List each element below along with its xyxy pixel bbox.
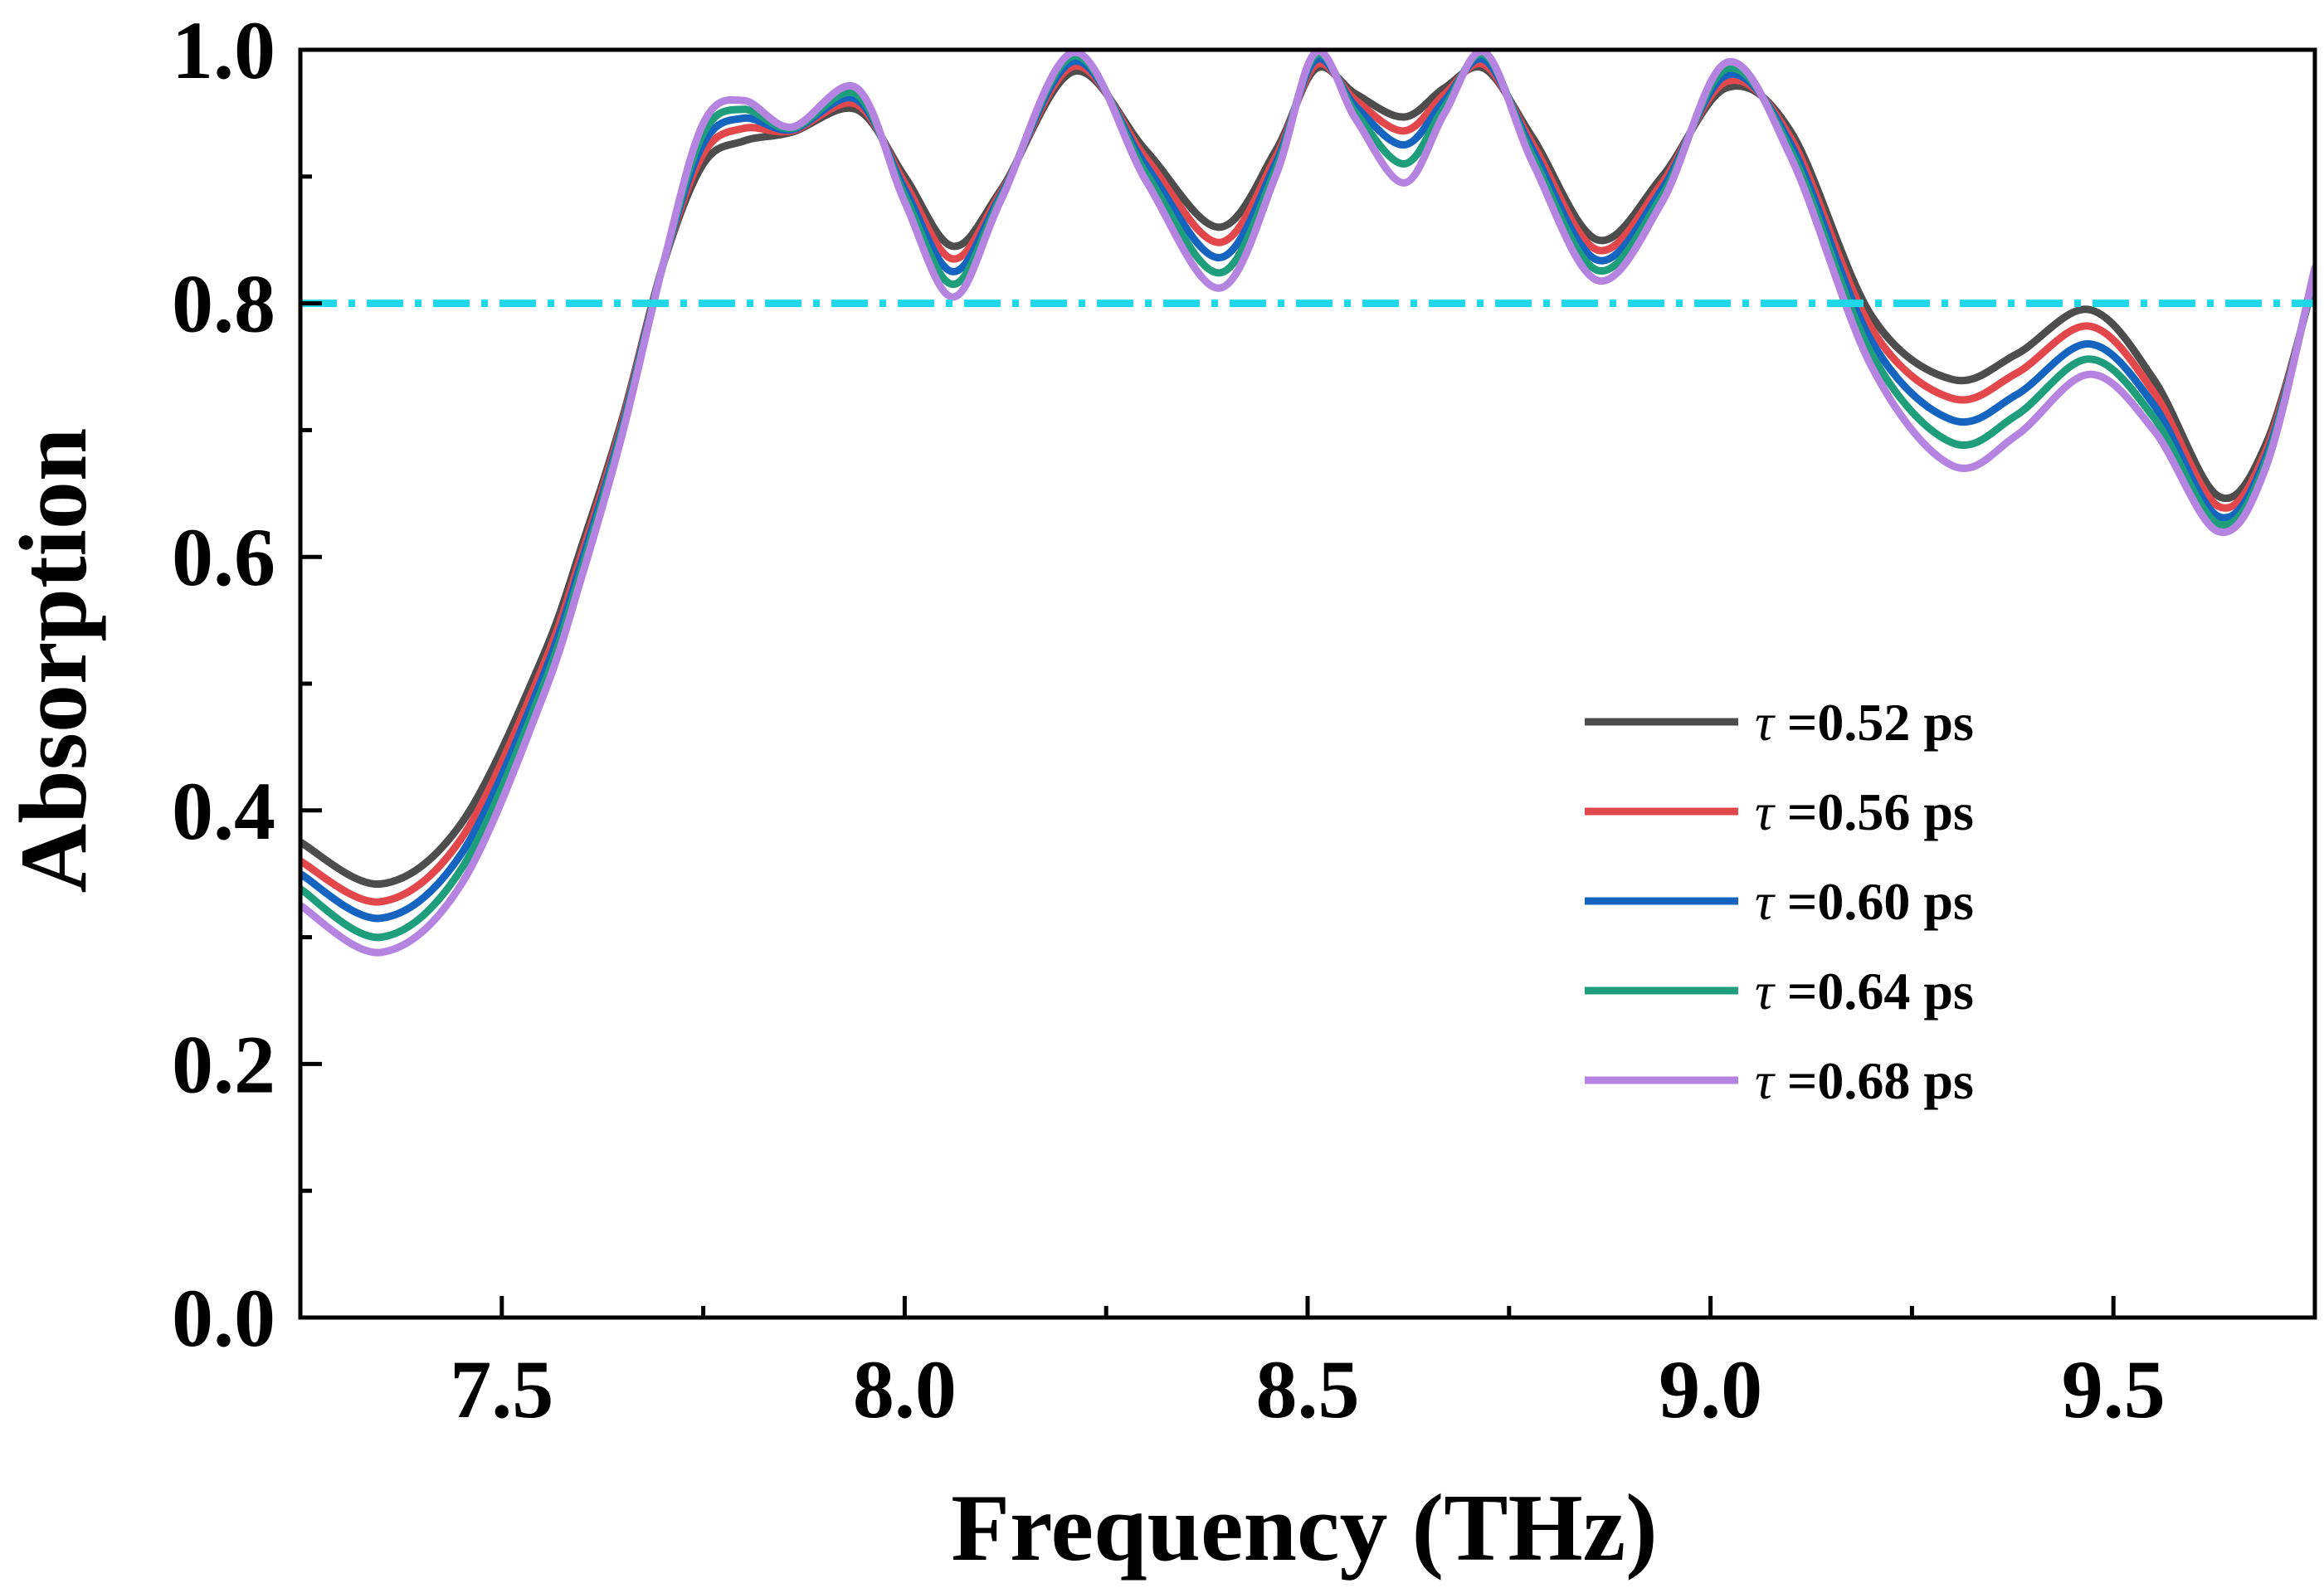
legend-item-1: τ =0.52 ps	[1585, 693, 1974, 752]
legend-label: τ =0.64 ps	[1755, 962, 1974, 1021]
y-tick-label: 0.2	[172, 1018, 275, 1110]
legend-tau-symbol: τ	[1755, 693, 1776, 752]
legend-value: =0.52 ps	[1774, 693, 1974, 752]
legend-label: τ =0.68 ps	[1755, 1051, 1974, 1110]
legend-value: =0.60 ps	[1774, 872, 1974, 931]
legend-value: =0.56 ps	[1774, 782, 1974, 841]
legend-item-4: τ =0.64 ps	[1585, 962, 1974, 1021]
y-tick-label: 0.0	[172, 1272, 275, 1364]
y-tick-label: 0.8	[172, 258, 275, 350]
labels-layer: Frequency (THz) Absorption	[1, 428, 1658, 1581]
x-tick-label: 9.5	[2062, 1343, 2166, 1435]
legend: τ =0.52 psτ =0.56 psτ =0.60 psτ =0.64 ps…	[1585, 693, 1974, 1110]
legend-value: =0.64 ps	[1774, 962, 1974, 1021]
legend-tau-symbol: τ	[1755, 782, 1776, 841]
series-line-1	[300, 63, 2315, 888]
legend-item-3: τ =0.60 ps	[1585, 872, 1974, 931]
legend-tau-symbol: τ	[1755, 1051, 1776, 1110]
y-tick-label: 0.6	[172, 511, 275, 603]
x-tick-label: 8.5	[1256, 1343, 1360, 1435]
series-layer	[300, 47, 2315, 957]
y-axis-title: Absorption	[1, 428, 107, 894]
axes-layer: 7.5 8.0 8.5 9.0 9.5 0.0 0.2 0.4 0.6 0.8 1.0	[172, 4, 2317, 1435]
y-tick-label: 0.4	[172, 765, 275, 857]
x-axis-title: Frequency (THz)	[951, 1475, 1658, 1581]
legend-value: =0.68 ps	[1774, 1051, 1974, 1110]
legend-label: τ =0.52 ps	[1755, 693, 1974, 752]
x-tick-label: 8.0	[853, 1343, 957, 1435]
legend-label: τ =0.60 ps	[1755, 872, 1974, 931]
y-tick-label: 1.0	[172, 4, 275, 96]
legend-item-2: τ =0.56 ps	[1585, 782, 1974, 841]
x-tick-label: 7.5	[450, 1343, 553, 1435]
plot-frame	[298, 47, 2317, 1320]
legend-tau-symbol: τ	[1755, 872, 1776, 931]
legend-item-5: τ =0.68 ps	[1585, 1051, 1974, 1110]
x-tick-label: 9.0	[1659, 1343, 1762, 1435]
legend-label: τ =0.56 ps	[1755, 782, 1974, 841]
legend-tau-symbol: τ	[1755, 962, 1776, 1021]
series-line-5	[300, 47, 2315, 957]
